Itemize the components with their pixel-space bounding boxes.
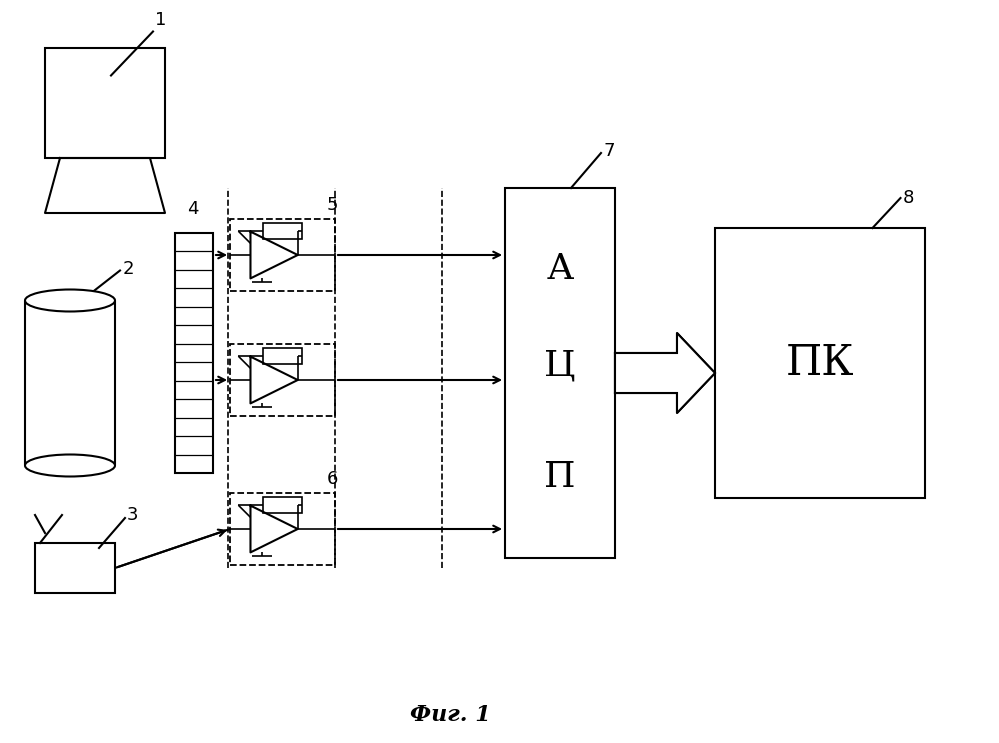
Polygon shape bbox=[615, 333, 715, 413]
Text: 2: 2 bbox=[123, 259, 135, 277]
Text: 6: 6 bbox=[327, 470, 339, 488]
Bar bbox=[263, 497, 303, 513]
Text: Ц: Ц bbox=[544, 348, 575, 383]
Ellipse shape bbox=[25, 455, 115, 476]
Bar bbox=[263, 224, 303, 239]
Text: 1: 1 bbox=[156, 11, 167, 29]
Bar bbox=[715, 228, 925, 498]
Text: 8: 8 bbox=[902, 189, 914, 207]
Bar bbox=[230, 219, 335, 291]
Bar bbox=[263, 348, 303, 364]
Bar bbox=[45, 48, 165, 158]
Bar bbox=[230, 344, 335, 416]
Text: Фиг. 1: Фиг. 1 bbox=[410, 704, 491, 726]
Text: 3: 3 bbox=[127, 506, 139, 524]
Ellipse shape bbox=[25, 290, 115, 311]
Bar bbox=[230, 493, 335, 565]
Text: 5: 5 bbox=[327, 196, 339, 214]
Text: 4: 4 bbox=[187, 200, 199, 218]
Text: П: П bbox=[544, 460, 575, 493]
Text: ПК: ПК bbox=[786, 342, 854, 384]
Text: 7: 7 bbox=[604, 142, 615, 160]
Bar bbox=[505, 188, 615, 558]
Bar bbox=[35, 543, 115, 593]
Bar bbox=[175, 233, 213, 473]
Text: А: А bbox=[546, 253, 573, 286]
